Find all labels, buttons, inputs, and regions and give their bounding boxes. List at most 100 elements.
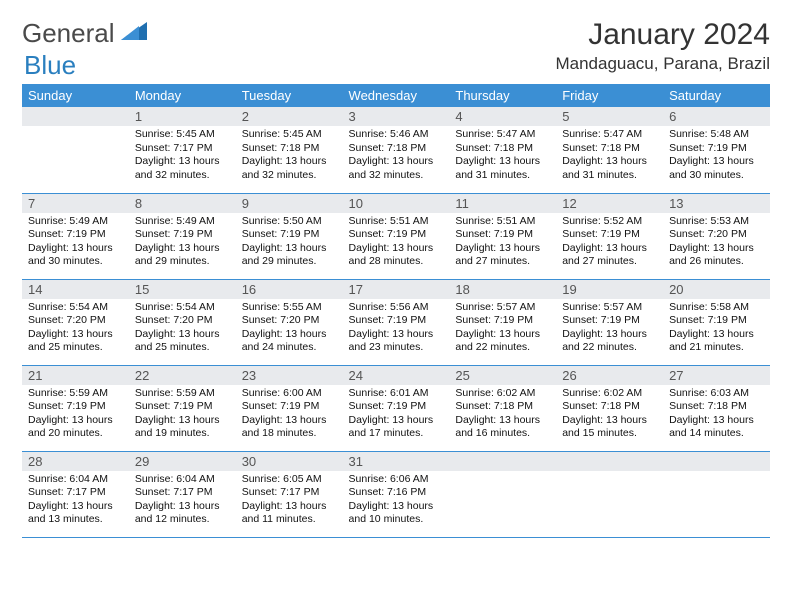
- col-sunday: Sunday: [22, 84, 129, 107]
- sunrise-text: Sunrise: 6:03 AM: [669, 387, 764, 401]
- sunset-text: Sunset: 7:19 PM: [455, 228, 550, 242]
- calendar-cell: 1Sunrise: 5:45 AMSunset: 7:17 PMDaylight…: [129, 107, 236, 193]
- day-number: 17: [343, 280, 450, 299]
- calendar-week-row: 14Sunrise: 5:54 AMSunset: 7:20 PMDayligh…: [22, 279, 770, 365]
- day-details: Sunrise: 6:00 AMSunset: 7:19 PMDaylight:…: [236, 385, 343, 446]
- sunrise-text: Sunrise: 6:05 AM: [242, 473, 337, 487]
- calendar-cell: 15Sunrise: 5:54 AMSunset: 7:20 PMDayligh…: [129, 279, 236, 365]
- day-number: 6: [663, 107, 770, 126]
- daylight-text: Daylight: 13 hours and 32 minutes.: [242, 155, 337, 182]
- day-details: Sunrise: 5:53 AMSunset: 7:20 PMDaylight:…: [663, 213, 770, 274]
- day-number: 19: [556, 280, 663, 299]
- day-details: Sunrise: 5:56 AMSunset: 7:19 PMDaylight:…: [343, 299, 450, 360]
- calendar-cell: 30Sunrise: 6:05 AMSunset: 7:17 PMDayligh…: [236, 451, 343, 537]
- calendar-week-row: 28Sunrise: 6:04 AMSunset: 7:17 PMDayligh…: [22, 451, 770, 537]
- day-number: 8: [129, 194, 236, 213]
- day-number: 20: [663, 280, 770, 299]
- sunrise-text: Sunrise: 5:51 AM: [455, 215, 550, 229]
- calendar-cell: 5Sunrise: 5:47 AMSunset: 7:18 PMDaylight…: [556, 107, 663, 193]
- sunset-text: Sunset: 7:16 PM: [349, 486, 444, 500]
- sunset-text: Sunset: 7:17 PM: [242, 486, 337, 500]
- day-number: 1: [129, 107, 236, 126]
- col-thursday: Thursday: [449, 84, 556, 107]
- col-saturday: Saturday: [663, 84, 770, 107]
- sunrise-text: Sunrise: 5:58 AM: [669, 301, 764, 315]
- location-text: Mandaguacu, Parana, Brazil: [555, 54, 770, 74]
- sunrise-text: Sunrise: 5:49 AM: [28, 215, 123, 229]
- calendar-cell: 16Sunrise: 5:55 AMSunset: 7:20 PMDayligh…: [236, 279, 343, 365]
- day-number: 15: [129, 280, 236, 299]
- day-details: Sunrise: 6:01 AMSunset: 7:19 PMDaylight:…: [343, 385, 450, 446]
- sunset-text: Sunset: 7:18 PM: [562, 142, 657, 156]
- day-number: 28: [22, 452, 129, 471]
- day-details: Sunrise: 5:46 AMSunset: 7:18 PMDaylight:…: [343, 126, 450, 187]
- day-details: [663, 471, 770, 521]
- calendar-cell: 24Sunrise: 6:01 AMSunset: 7:19 PMDayligh…: [343, 365, 450, 451]
- day-number: 27: [663, 366, 770, 385]
- day-number: 10: [343, 194, 450, 213]
- day-details: Sunrise: 5:49 AMSunset: 7:19 PMDaylight:…: [129, 213, 236, 274]
- sunset-text: Sunset: 7:20 PM: [669, 228, 764, 242]
- sunset-text: Sunset: 7:18 PM: [242, 142, 337, 156]
- calendar-cell: 12Sunrise: 5:52 AMSunset: 7:19 PMDayligh…: [556, 193, 663, 279]
- day-number: 29: [129, 452, 236, 471]
- sunset-text: Sunset: 7:19 PM: [135, 228, 230, 242]
- daylight-text: Daylight: 13 hours and 27 minutes.: [562, 242, 657, 269]
- calendar-cell: [449, 451, 556, 537]
- sunrise-text: Sunrise: 6:02 AM: [562, 387, 657, 401]
- day-number: 25: [449, 366, 556, 385]
- sunrise-text: Sunrise: 5:51 AM: [349, 215, 444, 229]
- daylight-text: Daylight: 13 hours and 30 minutes.: [28, 242, 123, 269]
- daylight-text: Daylight: 13 hours and 31 minutes.: [455, 155, 550, 182]
- day-details: Sunrise: 6:06 AMSunset: 7:16 PMDaylight:…: [343, 471, 450, 532]
- day-details: [556, 471, 663, 521]
- sunrise-text: Sunrise: 5:45 AM: [242, 128, 337, 142]
- sunrise-text: Sunrise: 5:47 AM: [455, 128, 550, 142]
- day-details: Sunrise: 5:48 AMSunset: 7:19 PMDaylight:…: [663, 126, 770, 187]
- day-number: 12: [556, 194, 663, 213]
- daylight-text: Daylight: 13 hours and 22 minutes.: [562, 328, 657, 355]
- calendar-cell: 2Sunrise: 5:45 AMSunset: 7:18 PMDaylight…: [236, 107, 343, 193]
- day-number: 22: [129, 366, 236, 385]
- sunrise-text: Sunrise: 5:56 AM: [349, 301, 444, 315]
- brand-part1: General: [22, 18, 115, 49]
- day-number: 3: [343, 107, 450, 126]
- calendar-cell: 28Sunrise: 6:04 AMSunset: 7:17 PMDayligh…: [22, 451, 129, 537]
- day-details: Sunrise: 5:49 AMSunset: 7:19 PMDaylight:…: [22, 213, 129, 274]
- sunrise-text: Sunrise: 5:45 AM: [135, 128, 230, 142]
- calendar-table: Sunday Monday Tuesday Wednesday Thursday…: [22, 84, 770, 538]
- sunrise-text: Sunrise: 6:06 AM: [349, 473, 444, 487]
- sunset-text: Sunset: 7:19 PM: [135, 400, 230, 414]
- day-details: [449, 471, 556, 521]
- daylight-text: Daylight: 13 hours and 16 minutes.: [455, 414, 550, 441]
- daylight-text: Daylight: 13 hours and 13 minutes.: [28, 500, 123, 527]
- sunrise-text: Sunrise: 5:59 AM: [135, 387, 230, 401]
- daylight-text: Daylight: 13 hours and 23 minutes.: [349, 328, 444, 355]
- day-number: [556, 452, 663, 471]
- calendar-cell: 19Sunrise: 5:57 AMSunset: 7:19 PMDayligh…: [556, 279, 663, 365]
- calendar-body: 1 Sunrise: 5:45 AM Sunset: 7:17 PM Daylight…: [22, 107, 770, 537]
- calendar-cell: 14Sunrise: 5:54 AMSunset: 7:20 PMDayligh…: [22, 279, 129, 365]
- day-details: Sunrise: 5:52 AMSunset: 7:19 PMDaylight:…: [556, 213, 663, 274]
- sunset-text: Sunset: 7:20 PM: [28, 314, 123, 328]
- sunrise-text: Sunrise: 5:54 AM: [135, 301, 230, 315]
- sunset-text: Sunset: 7:19 PM: [455, 314, 550, 328]
- col-tuesday: Tuesday: [236, 84, 343, 107]
- day-number: 31: [343, 452, 450, 471]
- calendar-cell: [556, 451, 663, 537]
- daylight-text: Daylight: 13 hours and 31 minutes.: [562, 155, 657, 182]
- brand-logo: General: [22, 18, 149, 49]
- sunrise-text: Sunrise: 5:57 AM: [562, 301, 657, 315]
- calendar-cell: 23Sunrise: 6:00 AMSunset: 7:19 PMDayligh…: [236, 365, 343, 451]
- daylight-text: Daylight: 13 hours and 28 minutes.: [349, 242, 444, 269]
- sunrise-text: Sunrise: 6:00 AM: [242, 387, 337, 401]
- sunset-text: Sunset: 7:19 PM: [669, 314, 764, 328]
- sunset-text: Sunset: 7:19 PM: [28, 400, 123, 414]
- sunset-text: Sunset: 7:18 PM: [669, 400, 764, 414]
- brand-part2: Blue: [24, 50, 76, 80]
- sunset-text: Sunset: 7:17 PM: [135, 486, 230, 500]
- calendar-cell: 11Sunrise: 5:51 AMSunset: 7:19 PMDayligh…: [449, 193, 556, 279]
- daylight-text: Daylight: 13 hours and 29 minutes.: [242, 242, 337, 269]
- calendar-cell: 27Sunrise: 6:03 AMSunset: 7:18 PMDayligh…: [663, 365, 770, 451]
- day-details: Sunrise: 5:47 AMSunset: 7:18 PMDaylight:…: [556, 126, 663, 187]
